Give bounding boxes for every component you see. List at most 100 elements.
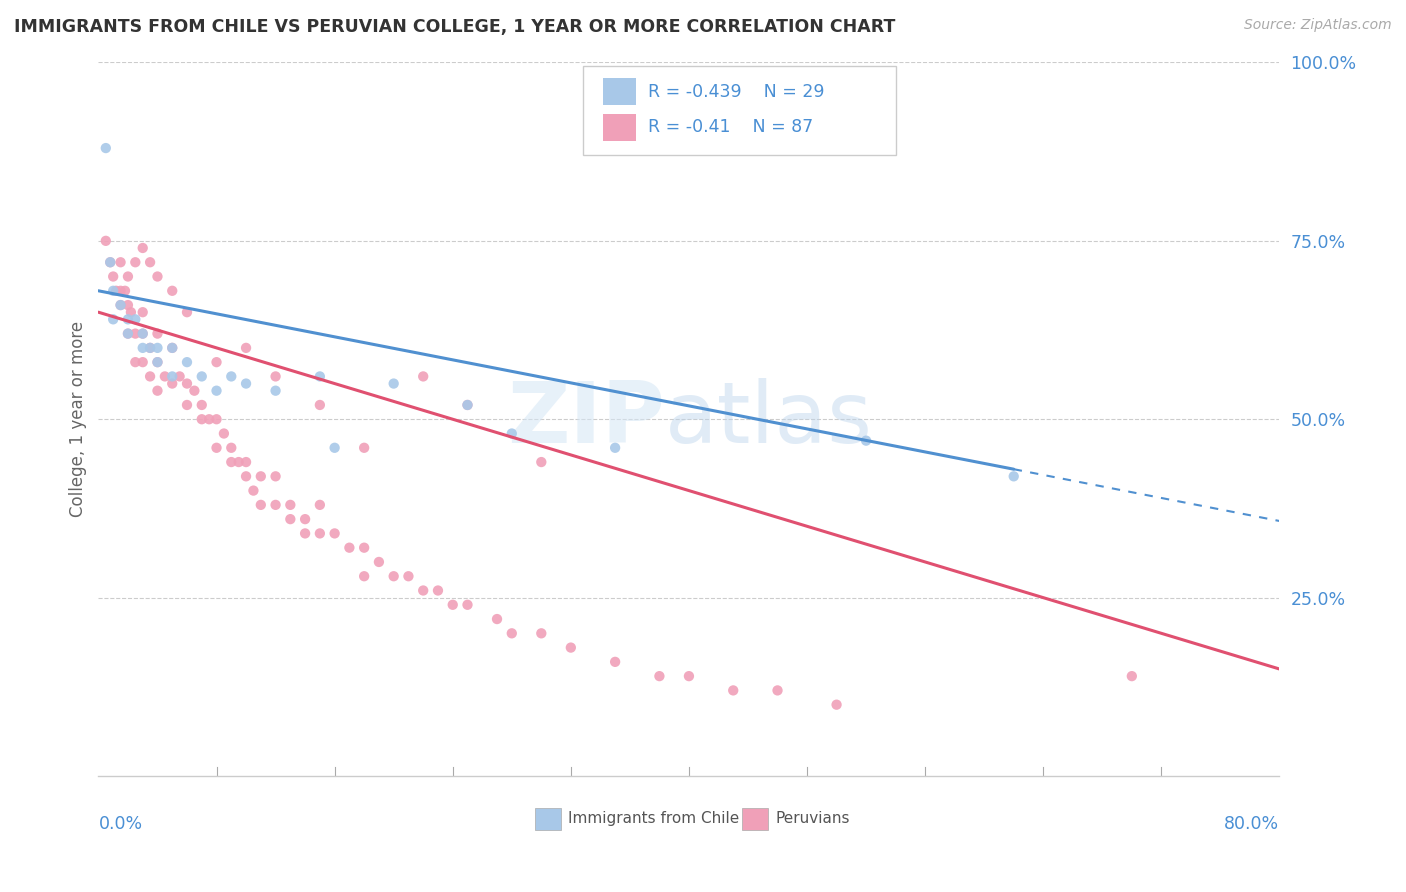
Point bbox=[235, 469, 257, 483]
Point bbox=[103, 312, 125, 326]
Text: 80.0%: 80.0% bbox=[1225, 815, 1279, 833]
Point bbox=[309, 498, 332, 512]
Point bbox=[110, 298, 132, 312]
Point bbox=[382, 569, 405, 583]
Point bbox=[1002, 469, 1025, 483]
Point bbox=[139, 341, 162, 355]
Point bbox=[294, 526, 316, 541]
Point bbox=[250, 469, 273, 483]
Point bbox=[176, 355, 198, 369]
Point bbox=[117, 269, 139, 284]
Point bbox=[205, 412, 228, 426]
Text: R = -0.439    N = 29: R = -0.439 N = 29 bbox=[648, 83, 824, 101]
Point bbox=[153, 369, 176, 384]
Point bbox=[309, 369, 332, 384]
Point bbox=[427, 583, 450, 598]
Point bbox=[530, 626, 553, 640]
Point bbox=[176, 398, 198, 412]
Point bbox=[162, 284, 183, 298]
Point bbox=[146, 341, 169, 355]
Bar bbox=[742, 808, 768, 830]
Point bbox=[235, 341, 257, 355]
Point bbox=[191, 369, 214, 384]
Point bbox=[280, 512, 302, 526]
Point bbox=[309, 398, 332, 412]
Point bbox=[98, 255, 121, 269]
Point bbox=[110, 284, 132, 298]
Point bbox=[124, 326, 146, 341]
Point bbox=[250, 498, 273, 512]
Text: 0.0%: 0.0% bbox=[98, 815, 142, 833]
Point bbox=[205, 441, 228, 455]
Point bbox=[146, 326, 169, 341]
Point bbox=[221, 441, 243, 455]
Bar bbox=[603, 114, 636, 141]
Text: Source: ZipAtlas.com: Source: ZipAtlas.com bbox=[1244, 18, 1392, 32]
Point bbox=[132, 305, 155, 319]
Text: ZIP: ZIP bbox=[508, 377, 665, 461]
Point bbox=[501, 426, 523, 441]
Point bbox=[94, 234, 117, 248]
Point bbox=[560, 640, 582, 655]
Point bbox=[264, 369, 287, 384]
Point bbox=[169, 369, 191, 384]
Point bbox=[176, 305, 198, 319]
Point bbox=[124, 355, 146, 369]
Point bbox=[205, 355, 228, 369]
Point bbox=[323, 526, 346, 541]
Point bbox=[309, 526, 332, 541]
Point bbox=[162, 376, 183, 391]
Point bbox=[120, 305, 142, 319]
Point bbox=[103, 269, 125, 284]
Text: Immigrants from Chile: Immigrants from Chile bbox=[568, 812, 740, 826]
Point bbox=[723, 683, 745, 698]
Point bbox=[605, 655, 627, 669]
Point bbox=[124, 255, 146, 269]
Point bbox=[825, 698, 848, 712]
Point bbox=[228, 455, 250, 469]
Point bbox=[398, 569, 420, 583]
Bar bbox=[536, 808, 561, 830]
Point bbox=[766, 683, 789, 698]
Point bbox=[648, 669, 671, 683]
Point bbox=[132, 241, 155, 255]
Point bbox=[382, 376, 405, 391]
Point bbox=[368, 555, 391, 569]
Point bbox=[139, 341, 162, 355]
Y-axis label: College, 1 year or more: College, 1 year or more bbox=[69, 321, 87, 517]
Point bbox=[353, 569, 375, 583]
Point bbox=[146, 269, 169, 284]
Point bbox=[98, 255, 121, 269]
Point bbox=[110, 255, 132, 269]
Point bbox=[339, 541, 361, 555]
Point bbox=[146, 384, 169, 398]
Text: IMMIGRANTS FROM CHILE VS PERUVIAN COLLEGE, 1 YEAR OR MORE CORRELATION CHART: IMMIGRANTS FROM CHILE VS PERUVIAN COLLEG… bbox=[14, 18, 896, 36]
Point bbox=[117, 298, 139, 312]
Bar bbox=[603, 78, 636, 105]
Point bbox=[412, 369, 434, 384]
Point bbox=[242, 483, 264, 498]
Point bbox=[855, 434, 877, 448]
Point bbox=[280, 498, 302, 512]
Point bbox=[124, 312, 146, 326]
Point bbox=[146, 355, 169, 369]
Point bbox=[94, 141, 117, 155]
Point bbox=[191, 412, 214, 426]
Point bbox=[221, 455, 243, 469]
Point bbox=[678, 669, 700, 683]
Point bbox=[457, 398, 479, 412]
Point bbox=[221, 369, 243, 384]
Point bbox=[132, 341, 155, 355]
Point bbox=[605, 441, 627, 455]
Point bbox=[1121, 669, 1143, 683]
Point bbox=[264, 498, 287, 512]
Point bbox=[146, 355, 169, 369]
Point bbox=[198, 412, 221, 426]
Point bbox=[501, 626, 523, 640]
Point bbox=[139, 369, 162, 384]
Point bbox=[162, 369, 183, 384]
Point bbox=[457, 598, 479, 612]
Point bbox=[117, 326, 139, 341]
Point bbox=[294, 512, 316, 526]
Point bbox=[235, 455, 257, 469]
